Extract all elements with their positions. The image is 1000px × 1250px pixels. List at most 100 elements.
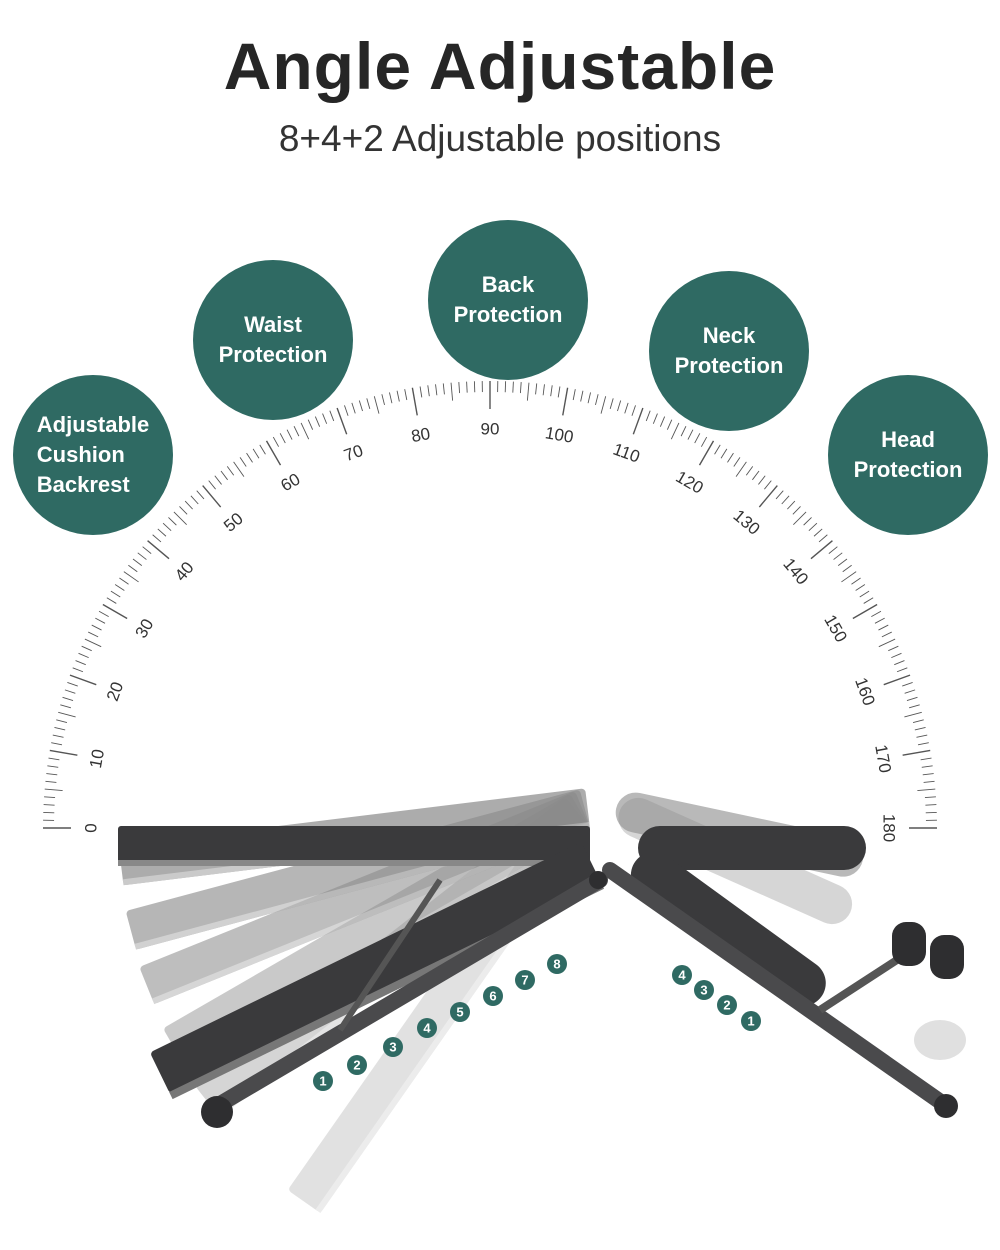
seat-position-marker	[717, 995, 737, 1015]
protractor-label: 10	[86, 748, 108, 770]
feature-waist-protection: Waist Protection	[193, 260, 353, 420]
protractor-tick	[855, 584, 866, 591]
backrest-ghost-edge	[151, 822, 591, 1005]
protractor-tick	[62, 696, 74, 701]
protractor-tick	[863, 597, 874, 604]
protractor-tick	[698, 440, 715, 466]
protractor-tick	[852, 603, 878, 620]
protractor-tick	[442, 383, 445, 395]
protractor-tick	[88, 631, 99, 638]
backrest-flat-pad	[118, 826, 590, 866]
protractor-tick	[43, 804, 55, 806]
backrest-position-marker	[547, 954, 567, 974]
protractor-tick	[859, 590, 870, 598]
seat-position-number: 3	[700, 982, 707, 997]
protractor-tick	[894, 660, 905, 666]
protractor-tick	[48, 757, 60, 761]
protractor-tick	[52, 734, 64, 738]
protractor-tick	[196, 490, 205, 500]
protractor-tick	[550, 385, 553, 397]
wheel	[934, 1094, 958, 1118]
backrest-position-number: 6	[489, 988, 496, 1003]
protractor-tick	[184, 500, 193, 510]
backrest-position-number: 7	[521, 972, 528, 987]
backrest-flat-edge	[118, 860, 590, 866]
protractor-tick	[700, 436, 708, 447]
protractor-tick	[787, 500, 796, 510]
backrest-position-marker	[483, 986, 503, 1006]
protractor-tick	[123, 571, 139, 583]
protractor-tick	[60, 704, 72, 709]
protractor-tick	[659, 416, 666, 427]
protractor-tick	[781, 495, 790, 505]
protractor-tick	[595, 394, 599, 406]
support-bar	[337, 878, 443, 1032]
protractor-tick	[69, 674, 97, 686]
page-title: Angle Adjustable	[223, 29, 777, 103]
protractor-tick	[902, 682, 913, 687]
protractor-tick	[916, 734, 928, 738]
protractor-tick	[833, 552, 843, 560]
protractor-label: 160	[851, 675, 879, 708]
protractor-tick	[411, 387, 418, 416]
protractor-tick	[808, 522, 818, 531]
wheel	[201, 1096, 233, 1128]
protractor-label: 80	[410, 424, 432, 446]
protractor-tick	[233, 461, 245, 477]
feature-back-protection: Back Protection	[428, 220, 588, 380]
backrest-position-number: 8	[553, 956, 560, 971]
protractor-tick	[803, 517, 812, 526]
protractor-tick	[828, 546, 838, 554]
seat-position-number: 4	[678, 967, 686, 982]
protractor-tick	[562, 387, 569, 416]
protractor-label: 100	[544, 423, 575, 447]
backrest-position-number: 1	[319, 1073, 326, 1088]
protractor-tick	[921, 765, 933, 768]
protractor-tick	[450, 382, 454, 401]
protractor-tick	[114, 584, 125, 591]
protractor-tick	[813, 528, 823, 537]
protractor-tick	[119, 577, 129, 585]
protractor-tick	[389, 392, 393, 404]
protractor-tick	[792, 506, 801, 515]
protractor-tick	[64, 689, 76, 694]
protractor-tick	[842, 564, 852, 573]
protractor-tick	[147, 540, 170, 560]
protractor-tick	[925, 804, 937, 806]
protractor-tick	[98, 610, 109, 618]
backrest-position-marker	[417, 1018, 437, 1038]
leg-roller	[892, 922, 926, 966]
protractor-tick	[888, 645, 899, 652]
protractor-tick	[902, 749, 931, 756]
protractor-tick	[624, 402, 629, 414]
protractor-tick	[535, 383, 538, 395]
protractor-tick	[404, 389, 408, 401]
protractor-tick	[322, 413, 328, 424]
protractor-tick	[687, 429, 694, 440]
seat-decline	[630, 851, 826, 1007]
hinge	[589, 871, 607, 889]
protractor-tick	[609, 398, 614, 410]
protractor-tick	[837, 558, 848, 566]
protractor-tick	[128, 564, 138, 573]
protractor-tick	[694, 433, 701, 444]
protractor-tick	[793, 511, 807, 525]
protractor-tick	[220, 470, 228, 481]
protractor-tick	[904, 689, 916, 694]
protractor-label: 120	[672, 467, 706, 498]
protractor-tick	[727, 452, 734, 463]
feature-adjustable-cushion-backrest: Adjustable Cushion Backrest	[13, 375, 173, 535]
protractor-scale: 0 10 20 30 40 50 60 70 80 90 100 110 120 130 140 150 160…	[43, 381, 937, 842]
leg-roller-ghost	[914, 1020, 966, 1060]
protractor-tick	[600, 396, 607, 414]
backrest-position-marker	[515, 970, 535, 990]
protractor-label: 180	[880, 814, 899, 842]
protractor-tick	[810, 540, 833, 560]
seat-position-marker	[672, 965, 692, 985]
protractor-label: 170	[871, 743, 895, 774]
page-subtitle: 8+4+2 Adjustable positions	[278, 118, 722, 159]
protractor-tick	[645, 410, 651, 422]
protractor-tick	[44, 788, 63, 792]
protractor-tick	[202, 485, 222, 508]
